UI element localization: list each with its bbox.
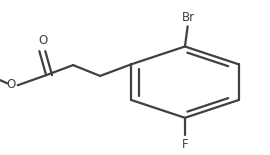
Text: Br: Br — [182, 11, 195, 24]
Text: F: F — [182, 138, 188, 151]
Text: O: O — [6, 78, 16, 91]
Text: O: O — [38, 34, 47, 47]
